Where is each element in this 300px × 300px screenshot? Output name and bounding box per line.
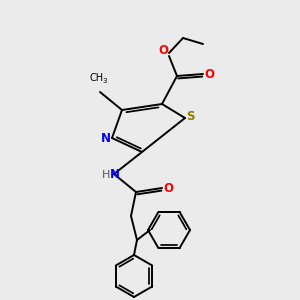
Text: CH: CH [90,73,104,83]
Text: S: S [186,110,194,124]
Text: N: N [110,169,120,182]
Text: 3: 3 [103,78,107,84]
Text: O: O [204,68,214,80]
Text: O: O [163,182,173,194]
Text: H: H [102,170,110,180]
Text: N: N [101,131,111,145]
Text: O: O [158,44,168,58]
